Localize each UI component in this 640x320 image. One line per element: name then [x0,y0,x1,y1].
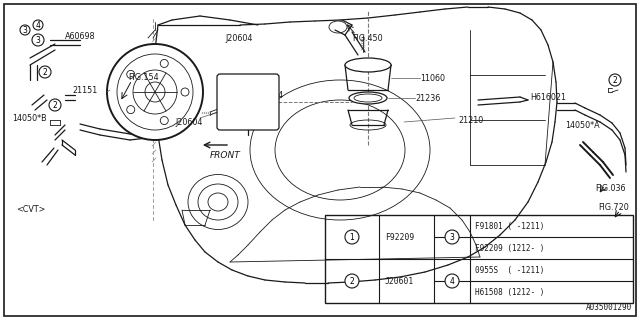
Text: 21210: 21210 [458,116,483,124]
Circle shape [260,113,266,119]
Text: 21236: 21236 [415,93,440,102]
Text: 2: 2 [43,68,47,76]
Bar [325,215,633,303]
Text: 21114: 21114 [258,91,283,100]
Text: J20604: J20604 [175,117,202,126]
Text: 3: 3 [450,233,454,242]
Text: FIG.720: FIG.720 [598,204,628,212]
Text: 14050*A: 14050*A [565,121,600,130]
Circle shape [127,106,135,114]
Text: 3: 3 [36,36,40,44]
Text: 3: 3 [22,26,28,35]
Text: 2: 2 [52,100,58,109]
Circle shape [445,230,459,244]
Circle shape [181,88,189,96]
Text: 2: 2 [612,76,618,84]
Text: H616021: H616021 [530,92,566,101]
Circle shape [32,34,44,46]
Text: 4: 4 [450,276,454,285]
Circle shape [345,230,359,244]
Circle shape [230,85,236,91]
Circle shape [33,20,43,30]
FancyBboxPatch shape [217,74,279,130]
Text: 0955S  ( -1211): 0955S ( -1211) [475,266,544,275]
Circle shape [260,85,266,91]
Circle shape [127,70,135,78]
Text: 2: 2 [349,276,355,285]
Circle shape [230,113,236,119]
Text: 21151: 21151 [72,85,97,94]
Text: FRONT: FRONT [210,150,241,159]
Text: F92209: F92209 [385,233,414,242]
Text: 1: 1 [349,233,355,242]
Circle shape [49,99,61,111]
Text: H61508 (1212- ): H61508 (1212- ) [475,287,544,297]
Ellipse shape [345,58,391,72]
Text: FIG.450: FIG.450 [352,34,383,43]
Text: 14050*B: 14050*B [12,114,47,123]
Text: F91801 ( -1211): F91801 ( -1211) [475,221,544,230]
Text: 11060: 11060 [420,74,445,83]
Text: 21110: 21110 [238,121,263,130]
Circle shape [39,66,51,78]
Text: FIG.036: FIG.036 [595,183,625,193]
Circle shape [20,25,30,35]
Circle shape [345,274,359,288]
Circle shape [107,44,203,140]
Text: J20604: J20604 [225,34,252,43]
Text: F92209 (1212- ): F92209 (1212- ) [475,244,544,252]
Circle shape [609,74,621,86]
Text: 4: 4 [36,20,40,29]
Ellipse shape [349,92,387,104]
Text: J20601: J20601 [385,276,414,285]
Text: A035001290: A035001290 [586,303,632,312]
Text: FIG.154: FIG.154 [128,73,159,82]
Circle shape [445,274,459,288]
Text: <CVT>: <CVT> [16,205,45,214]
Text: A60698: A60698 [65,31,95,41]
Circle shape [160,116,168,124]
Circle shape [160,60,168,68]
